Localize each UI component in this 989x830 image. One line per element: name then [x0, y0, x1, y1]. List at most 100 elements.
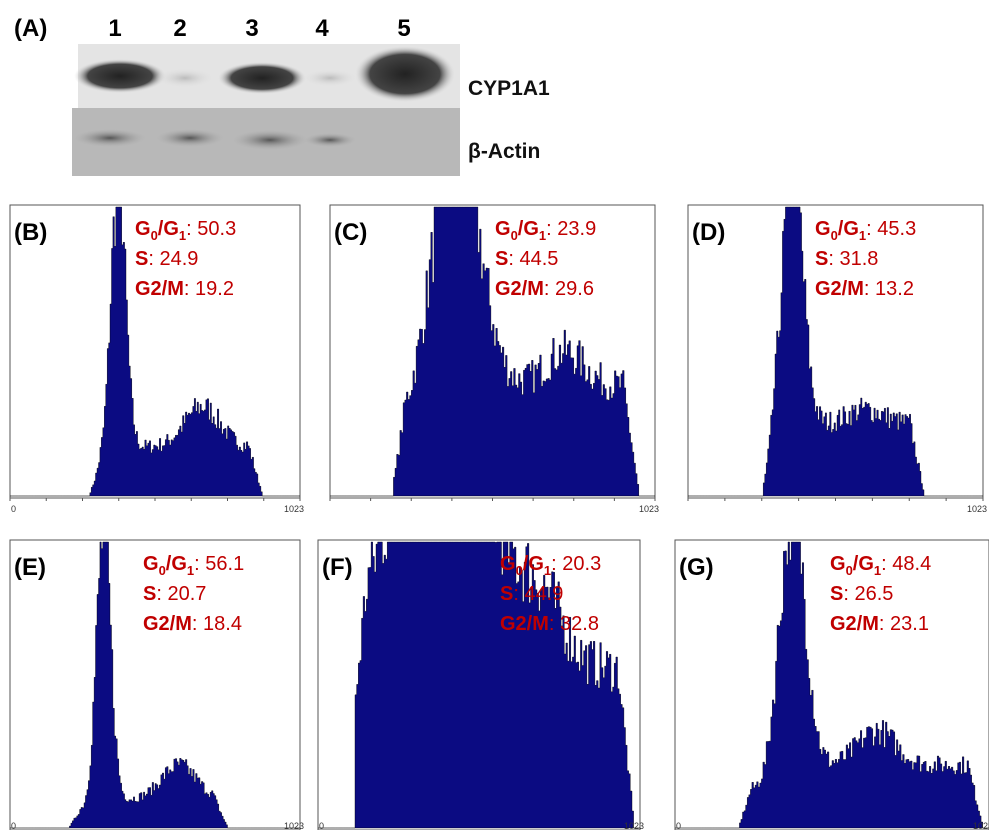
- stat-label: 1: [544, 563, 551, 578]
- stat-label: G: [815, 218, 831, 240]
- stat-label: G2/M: [500, 613, 549, 635]
- stat-label: G: [500, 553, 516, 575]
- stat-label: G2/M: [830, 613, 879, 635]
- stat-value: : 29.6: [544, 278, 594, 300]
- stat-value: : 13.2: [864, 278, 914, 300]
- axis-label: 1023: [284, 821, 304, 830]
- stat-value: : 20.3: [551, 553, 601, 575]
- stat-label: G2/M: [495, 278, 544, 300]
- cell-cycle-stat: G2/M: 23.1: [830, 613, 929, 635]
- cell-cycle-stat: S: 24.9: [135, 248, 198, 270]
- cell-cycle-stat: S: 20.7: [143, 583, 206, 605]
- cell-cycle-stat: S: 26.5: [830, 583, 893, 605]
- stat-value: : 44.5: [508, 248, 558, 270]
- band: [74, 129, 146, 147]
- stat-value: : 50.3: [186, 218, 236, 240]
- cell-cycle-stat: S: 31.8: [815, 248, 878, 270]
- axis-label: 0: [676, 821, 681, 830]
- stat-value: : 20.7: [156, 583, 206, 605]
- panel-label: (A): [14, 15, 47, 42]
- stat-label: 0: [511, 228, 518, 243]
- cell-cycle-stat: G2/M: 13.2: [815, 278, 914, 300]
- cell-cycle-stat: G0/G1: 20.3: [500, 553, 601, 578]
- stat-label: 0: [831, 228, 838, 243]
- stat-value: : 32.8: [549, 613, 599, 635]
- western-blot: [72, 44, 460, 176]
- cell-cycle-stat: S: 44.5: [495, 248, 558, 270]
- stat-label: 0: [516, 563, 523, 578]
- axis-label: 0: [11, 821, 16, 830]
- histogram-panel: (D) G0/G1: 45.3 S: 31.8 G2/M: 13.2 1023: [687, 204, 987, 514]
- stat-label: 1: [539, 228, 546, 243]
- protein-label: β-Actin: [468, 140, 540, 163]
- stat-value: : 26.5: [843, 583, 893, 605]
- stat-label: /G: [523, 553, 544, 575]
- panel-label: (G): [679, 554, 714, 581]
- stat-value: : 56.1: [194, 553, 244, 575]
- stat-value: : 31.8: [828, 248, 878, 270]
- stat-label: 1: [874, 563, 881, 578]
- histogram-panel: (B) G0/G1: 50.3S: 24.9G2/M: 19.20 1023: [9, 204, 304, 514]
- panel-label: (E): [14, 554, 46, 581]
- stat-value: : 45.3: [866, 218, 916, 240]
- lane-label: 1: [108, 15, 121, 42]
- stat-label: 1: [187, 563, 194, 578]
- cell-cycle-stat: G2/M: 19.2: [135, 278, 234, 300]
- histogram-panel: (G)G0/G1: 48.4S: 26.5G2/M: 23.101023: [674, 539, 989, 830]
- stat-label: /G: [166, 553, 187, 575]
- stat-label: S: [143, 583, 156, 605]
- panel-label: (B): [14, 219, 47, 246]
- lane-label: 5: [397, 15, 410, 42]
- histogram-panel: (E) G0/G1: 56.1S: 20.7G2/M: 18.40 1023: [9, 539, 304, 830]
- lane-label: 2: [173, 15, 186, 42]
- band: [156, 129, 224, 147]
- panel-label: (D): [692, 219, 725, 246]
- stat-label: S: [135, 248, 148, 270]
- axis-label: 1023: [624, 821, 644, 830]
- cell-cycle-stat: G2/M: 29.6: [495, 278, 594, 300]
- histogram-panel: (C) G0/G1: 23.9 S: 44.5 G2/M: 29.6 1023: [329, 204, 659, 514]
- lane-label: 4: [315, 15, 329, 42]
- stat-label: G2/M: [143, 613, 192, 635]
- stat-label: 0: [846, 563, 853, 578]
- histogram: [318, 541, 640, 829]
- stat-value: : 23.1: [879, 613, 929, 635]
- band: [218, 62, 306, 94]
- histogram: [330, 206, 655, 497]
- stat-label: G: [143, 553, 159, 575]
- stat-label: 1: [179, 228, 186, 243]
- band: [155, 68, 215, 88]
- stat-label: S: [815, 248, 828, 270]
- band: [74, 59, 166, 93]
- axis-label: 1023: [967, 504, 987, 514]
- plot-frame: [9, 539, 301, 830]
- stat-label: /G: [838, 218, 859, 240]
- axis-label: 0: [319, 821, 324, 830]
- histogram: [688, 206, 983, 497]
- stat-label: /G: [853, 553, 874, 575]
- cell-cycle-stat: G0/G1: 50.3: [135, 218, 236, 243]
- panel-label: (F): [322, 554, 353, 581]
- stat-value: : 23.9: [546, 218, 596, 240]
- stat-label: /G: [158, 218, 179, 240]
- stat-label: G2/M: [135, 278, 184, 300]
- histogram: [675, 541, 989, 829]
- stat-value: : 44.9: [513, 583, 563, 605]
- band: [304, 133, 356, 147]
- stat-label: G: [830, 553, 846, 575]
- stat-label: 1: [859, 228, 866, 243]
- stat-label: S: [495, 248, 508, 270]
- cell-cycle-stat: G2/M: 32.8: [500, 613, 599, 635]
- stat-label: G: [135, 218, 151, 240]
- stat-label: 0: [159, 563, 166, 578]
- stat-value: : 19.2: [184, 278, 234, 300]
- band: [232, 130, 308, 150]
- cell-cycle-stat: G0/G1: 48.4: [830, 553, 931, 578]
- band: [355, 46, 455, 102]
- cell-cycle-stat: G0/G1: 23.9: [495, 218, 596, 243]
- band: [302, 69, 358, 87]
- axis-label: 1023: [284, 504, 304, 514]
- stat-label: S: [830, 583, 843, 605]
- panel-label: (C): [334, 219, 367, 246]
